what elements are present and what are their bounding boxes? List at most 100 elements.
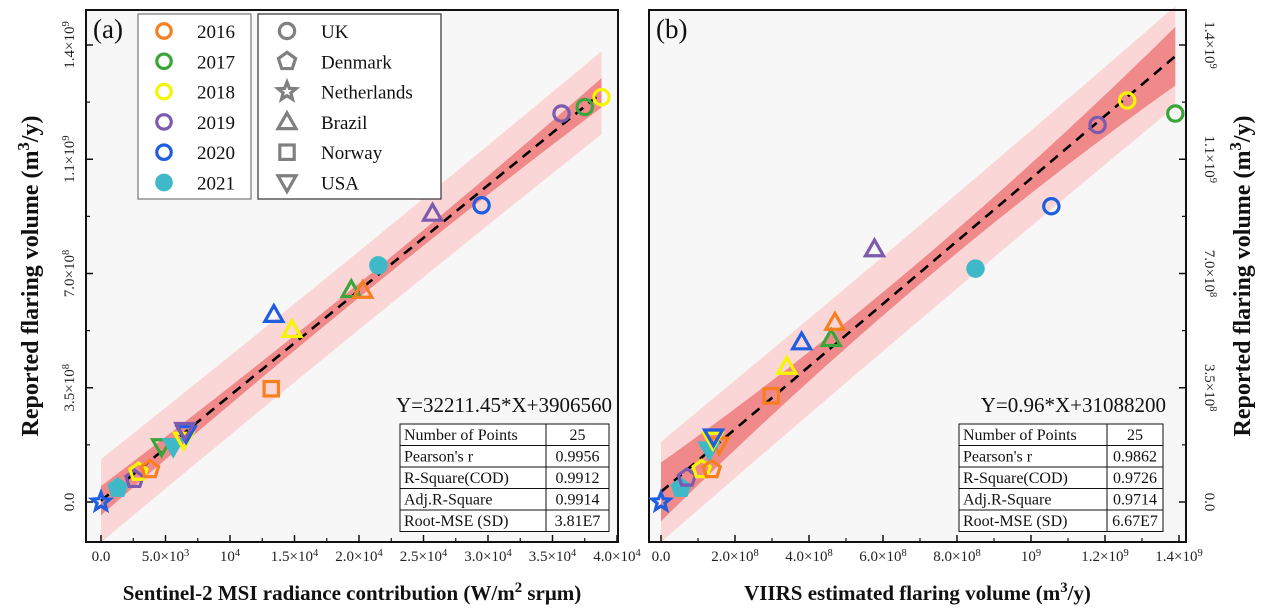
stat-value: 6.67E7: [1112, 513, 1158, 530]
stat-value: 0.9726: [1113, 470, 1157, 487]
plot-frame: [85, 9, 619, 543]
data-point-2021-uk: [369, 256, 388, 275]
table-cell: [545, 509, 610, 532]
x-tick-label: 4.0×108: [785, 548, 832, 566]
data-point-2017-usa: [149, 438, 174, 459]
data-point-2019-brazil: [420, 201, 445, 222]
data-point-2016-denmark: [139, 458, 161, 479]
data-point-2019-brazil: [862, 236, 887, 258]
regression-equation: Y=0.96*X+31088200: [981, 393, 1166, 417]
data-point-2020-netherlands: [87, 488, 115, 514]
data-points: [87, 87, 611, 514]
panel-label: (b): [656, 14, 687, 44]
y-axis-label: Reported flaring volume (m3/y): [14, 115, 45, 436]
stat-value: 0.9914: [556, 492, 600, 509]
data-point-2018-brazil: [280, 317, 304, 338]
x-tick-label: 1.2×109: [1081, 548, 1128, 566]
legend-countries-box: [257, 13, 442, 200]
data-point-2020-brazil: [789, 329, 814, 351]
data-point-2020-netherlands: [647, 488, 675, 514]
data-point-2020-brazil: [262, 302, 286, 323]
x-tick-label: 2.5×104: [400, 548, 448, 566]
data-point-2018-uk: [592, 87, 611, 107]
legend-years-box: [137, 13, 252, 200]
legend-marker-2021: [155, 173, 173, 192]
stat-value: 0.9862: [1113, 449, 1157, 466]
statistics-table: Number of Points 25 Pearson's r 0.9956 R-Squ…: [399, 423, 610, 532]
panel-label: (a): [93, 14, 123, 44]
legend-marker-2019: [155, 113, 173, 131]
y-tick-label: 1.1×109: [61, 136, 79, 183]
data-point-2019-denmark: [124, 468, 145, 489]
legend-label-year: 2019: [197, 113, 235, 134]
data-point-2018-denmark: [127, 460, 149, 481]
data-point-2019-uk: [552, 104, 571, 123]
data-point-2021-usa: [161, 438, 185, 459]
data-points: [647, 91, 1185, 514]
y-tick-label: 3.5×108: [61, 364, 79, 411]
legend-label-year: 2020: [197, 143, 235, 164]
plot-frame: [648, 9, 1187, 543]
stat-name: Adj.R-Square: [963, 492, 1051, 509]
legend-marker-2017: [155, 52, 173, 71]
stat-value: 0.9956: [556, 449, 600, 466]
legend: 2016 2017 2018 2019 2020 2021 UK Denmark Netherl…: [137, 13, 442, 200]
stat-name: Pearson's r: [963, 449, 1033, 466]
x-axis-label: VIIRS estimated flaring volume (m3/y): [744, 580, 1091, 605]
data-point-2016-denmark: [701, 458, 723, 479]
table-cell: [1106, 509, 1164, 532]
x-tick-label: 3.0×104: [464, 548, 512, 566]
data-point-2016-norway: [262, 379, 281, 398]
data-point-2016-norway: [762, 387, 781, 405]
x-tick-label: 109: [1021, 548, 1041, 566]
legend-star-icon: [273, 77, 301, 103]
stat-name: Root-MSE (SD): [963, 513, 1067, 530]
legend-label-year: 2017: [197, 52, 235, 73]
x-tick-label: 8.0×108: [933, 548, 980, 566]
x-tick-label: 5.0×103: [142, 548, 189, 566]
legend-label-year: 2018: [197, 83, 235, 104]
legend-marker-2016: [155, 22, 173, 40]
legend-label-year: 2021: [197, 174, 235, 195]
data-point-2017-brazil: [339, 277, 364, 299]
legend-marker-2020: [155, 143, 173, 162]
data-point-2019-usa: [173, 421, 197, 443]
stat-name: Adj.R-Square: [404, 492, 492, 509]
y-tick-label: 1.4×109: [1201, 21, 1219, 68]
x-tick-label: 0.0: [652, 549, 671, 565]
data-point-2018-brazil: [775, 354, 799, 375]
legend-label-country: Norway: [321, 143, 383, 164]
stat-name: Pearson's r: [404, 449, 474, 466]
stat-value: 3.81E7: [555, 513, 601, 530]
data-point-2016-brazil: [823, 310, 847, 331]
legend-square-icon: [278, 143, 296, 161]
confidence-band: [661, 26, 1176, 522]
stat-name: R-Square(COD): [963, 470, 1068, 487]
y-axis-label: Reported flaring volume (m3/y): [1226, 115, 1257, 436]
x-tick-label: 3.5×104: [529, 548, 577, 566]
x-axis-label: Sentinel-2 MSI radiance contribution (W/…: [123, 580, 581, 605]
statistics-table: Number of Points 25 Pearson's r 0.9862 R-Squ…: [958, 423, 1164, 532]
y-tick-label: 0.0: [62, 493, 78, 512]
data-point-2020-uk: [1042, 197, 1061, 216]
stat-value: 25: [1127, 427, 1143, 444]
data-point-2021-uk: [966, 259, 985, 278]
data-point-2018-uk: [1117, 91, 1137, 110]
legend-circle-icon: [277, 21, 297, 41]
y-tick-label: 0.0: [1201, 493, 1217, 512]
x-tick-label: 104: [220, 548, 241, 566]
legend-pentagon-icon: [276, 50, 298, 71]
data-point-2017-brazil: [819, 326, 843, 348]
panel-b-scatter-plot: 0.0 2.0×108 4.0×108 6.0×108 8.0×108 109 1.2×10…: [647, 6, 1257, 605]
legend-label-country: Denmark: [321, 52, 392, 73]
legend-marker-2018: [155, 82, 173, 101]
stat-name: Number of Points: [963, 427, 1077, 444]
legend-label-country: Netherlands: [321, 83, 413, 104]
y-tick-label: 3.5×108: [1201, 364, 1219, 411]
data-point-2019-uk: [1088, 115, 1107, 135]
x-tick-label: 1.5×104: [271, 548, 319, 566]
stat-value: 25: [570, 427, 586, 444]
y-tick-label: 7.0×108: [1201, 250, 1219, 297]
legend-label-country: USA: [321, 174, 359, 195]
